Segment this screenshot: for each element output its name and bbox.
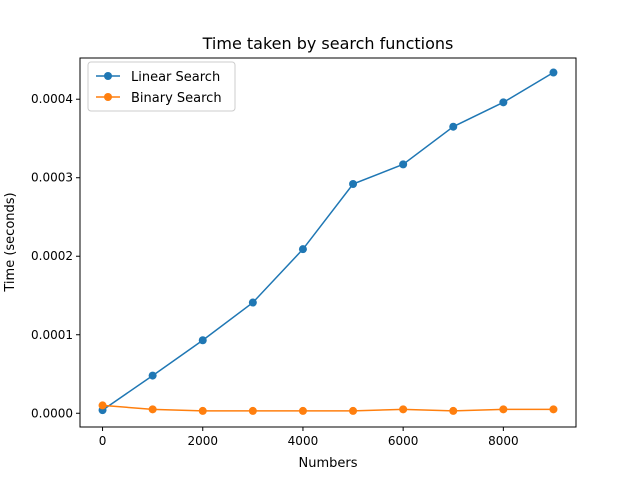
linear-search-point (449, 122, 458, 131)
x-tick-label: 8000 (488, 434, 519, 448)
y-tick-label: 0.0000 (31, 406, 73, 420)
linear-search-line (102, 71, 554, 411)
x-tick-label: 2000 (187, 434, 218, 448)
binary-search-point (499, 405, 508, 414)
chart-title: Time taken by search functions (202, 34, 454, 53)
binary-search-point (399, 405, 408, 414)
x-axis-label: Numbers (299, 456, 358, 471)
binary-search-point (449, 406, 458, 415)
y-tick-label: 0.0003 (31, 171, 73, 185)
legend: Linear Search Binary Search (87, 61, 236, 112)
y-axis-label: Time (seconds) (3, 192, 18, 292)
binary-search-point (298, 406, 307, 415)
linear-search-point (499, 98, 508, 107)
linear-search-legend-label: Linear Search (131, 70, 220, 85)
linear-search-point (248, 298, 257, 307)
x-tick-label: 6000 (388, 434, 419, 448)
y-axis-ticks: 0.0000 0.0001 0.0002 0.0003 0.0004 (31, 92, 80, 420)
plot-frame (79, 57, 577, 428)
legend-items: Linear Search Binary Search (96, 70, 222, 106)
y-tick-label: 0.0002 (31, 249, 73, 263)
linear-search-point (549, 68, 558, 77)
linear-search-point (298, 245, 307, 254)
y-tick-label: 0.0004 (31, 92, 73, 106)
linear-search-point (349, 180, 358, 189)
legend-box (87, 61, 236, 112)
series-layer (98, 68, 558, 415)
binary-search-point (349, 406, 358, 415)
binary-search-legend-label: Binary Search (131, 91, 222, 106)
binary-search-point (198, 406, 207, 415)
linear-search-point (148, 371, 157, 380)
binary-search-point (248, 406, 257, 415)
axes-layer (79, 57, 577, 428)
binary-search-legend-marker (104, 93, 112, 101)
binary-search-line (102, 404, 554, 412)
x-axis-ticks: 0 2000 4000 6000 8000 (99, 427, 519, 448)
y-tick-label: 0.0001 (31, 328, 73, 342)
linear-search-legend-marker (104, 72, 112, 80)
x-tick-label: 4000 (288, 434, 319, 448)
binary-search-point (98, 401, 107, 410)
linear-search-point (198, 336, 207, 345)
linear-search-point (399, 160, 408, 169)
binary-search-point (148, 405, 157, 414)
binary-search-point (549, 405, 558, 414)
x-tick-label: 0 (99, 434, 107, 448)
